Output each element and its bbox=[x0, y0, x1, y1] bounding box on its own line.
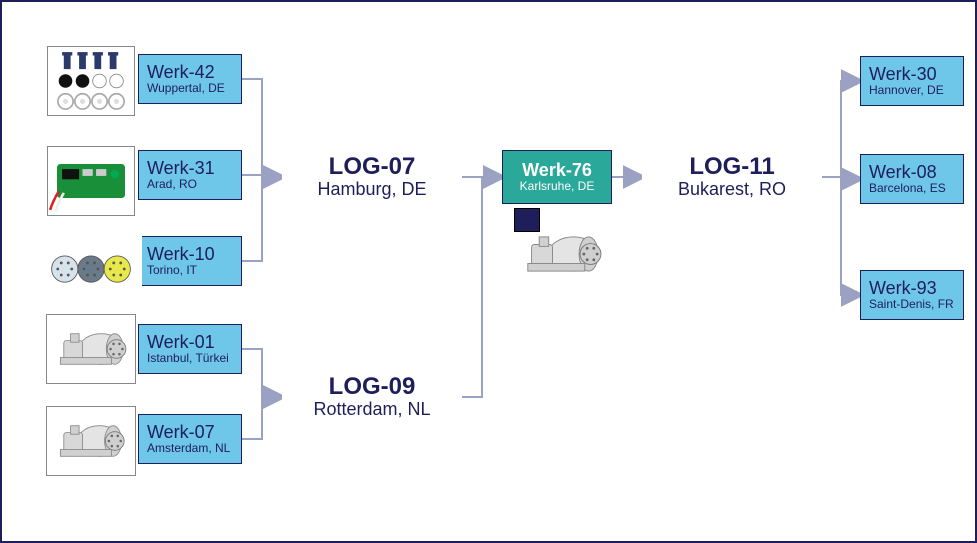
plant-werk-01: Werk-01Istanbul, Türkei bbox=[138, 324, 242, 374]
plant-werk-07: Werk-07Amsterdam, NL bbox=[138, 414, 242, 464]
plant-werk-10-title: Werk-10 bbox=[147, 245, 233, 265]
plant-werk-07-sub: Amsterdam, NL bbox=[147, 442, 233, 455]
edge-log11-right-1 bbox=[822, 177, 860, 179]
plant-werk-93-title: Werk-93 bbox=[869, 279, 955, 299]
plant-werk-10-sub: Torino, IT bbox=[147, 264, 233, 277]
plant-werk-31-title: Werk-31 bbox=[147, 159, 233, 179]
plant-werk-42-sub: Wuppertal, DE bbox=[147, 82, 233, 95]
hub-log07: LOG-07Hamburg, DE bbox=[282, 142, 462, 212]
plant-werk-93: Werk-93Saint-Denis, FR bbox=[860, 270, 964, 320]
edge-left-0-log07 bbox=[242, 79, 282, 177]
plant-werk-08-sub: Barcelona, ES bbox=[869, 182, 955, 195]
edge-log09-werk76 bbox=[462, 177, 502, 397]
plant-werk-08-title: Werk-08 bbox=[869, 163, 955, 183]
hub-log09: LOG-09Rotterdam, NL bbox=[282, 362, 462, 432]
center-thumb-1 bbox=[514, 208, 540, 232]
plant-werk-93-sub: Saint-Denis, FR bbox=[869, 298, 955, 311]
edge-left-1-log07 bbox=[242, 175, 282, 177]
edge-left-2-log07 bbox=[242, 177, 282, 261]
thumb-werk-10 bbox=[40, 234, 142, 304]
plant-werk-42-title: Werk-42 bbox=[147, 63, 233, 83]
plant-werk-31: Werk-31Arad, RO bbox=[138, 150, 242, 200]
edge-left-3-log09 bbox=[242, 349, 282, 397]
hub-log09-title: LOG-09 bbox=[290, 374, 454, 400]
plant-werk-01-title: Werk-01 bbox=[147, 333, 233, 353]
plant-werk76-title: Werk-76 bbox=[511, 161, 603, 181]
plant-werk-10: Werk-10Torino, IT bbox=[138, 236, 242, 286]
thumb-werk-42 bbox=[47, 46, 135, 116]
plant-werk-30-title: Werk-30 bbox=[869, 65, 955, 85]
hub-log11-sub: Bukarest, RO bbox=[650, 180, 814, 200]
thumb-werk-07 bbox=[46, 406, 136, 476]
plant-werk-08: Werk-08Barcelona, ES bbox=[860, 154, 964, 204]
thumb-werk-31 bbox=[47, 146, 135, 216]
thumb-werk-01 bbox=[46, 314, 136, 384]
edge-log11-right-2 bbox=[822, 177, 860, 295]
plant-werk-42: Werk-42Wuppertal, DE bbox=[138, 54, 242, 104]
hub-log11: LOG-11Bukarest, RO bbox=[642, 142, 822, 212]
plant-werk76-sub: Karlsruhe, DE bbox=[511, 180, 603, 193]
plant-werk-07-title: Werk-07 bbox=[147, 423, 233, 443]
hub-log07-title: LOG-07 bbox=[290, 154, 454, 180]
hub-log11-title: LOG-11 bbox=[650, 154, 814, 180]
hub-log07-sub: Hamburg, DE bbox=[290, 180, 454, 200]
plant-werk-30-sub: Hannover, DE bbox=[869, 84, 955, 97]
plant-werk-30: Werk-30Hannover, DE bbox=[860, 56, 964, 106]
plant-werk76: Werk-76Karlsruhe, DE bbox=[502, 150, 612, 204]
hub-log09-sub: Rotterdam, NL bbox=[290, 400, 454, 420]
plant-werk-31-sub: Arad, RO bbox=[147, 178, 233, 191]
edge-left-4-log09 bbox=[242, 397, 282, 439]
plant-werk-01-sub: Istanbul, Türkei bbox=[147, 352, 233, 365]
edge-log11-right-0 bbox=[822, 81, 860, 177]
